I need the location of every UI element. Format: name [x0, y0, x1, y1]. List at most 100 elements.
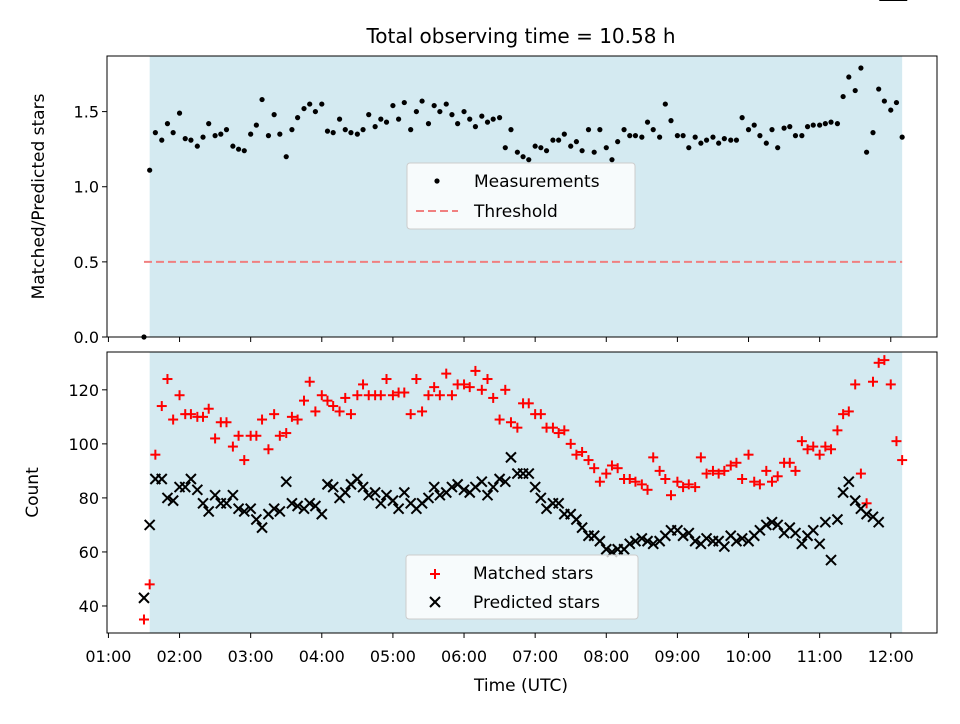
predicted-star-point: [220, 497, 233, 510]
legend-marker-predicted: [429, 596, 441, 608]
matched-star-point: [423, 390, 434, 401]
measurement-point: [200, 134, 206, 140]
matched-star-point: [417, 406, 428, 417]
measurement-point: [858, 65, 864, 71]
predicted-star-point: [327, 481, 339, 493]
measurement-point: [680, 133, 686, 139]
predicted-star-point: [232, 503, 245, 515]
measurement-point: [218, 131, 224, 137]
matched-star-point: [784, 457, 795, 468]
measurement-point: [876, 86, 882, 92]
matched-star-point: [867, 376, 878, 387]
matched-star-point: [281, 428, 292, 439]
ratio-panel: 0.0 0.5 1.0 1.5 Matched/Predicted stars Mea…: [29, 55, 938, 347]
matched-star-point: [808, 441, 819, 452]
matched-star-point: [464, 382, 475, 393]
matched-star-point: [654, 465, 665, 476]
matched-star-point: [162, 374, 173, 385]
measurement-point: [561, 131, 567, 137]
predicted-star-point: [387, 494, 399, 507]
measurement-point: [484, 119, 491, 125]
x-tick-label: 02:00: [156, 647, 202, 666]
measurement-point: [792, 133, 799, 139]
measurement-point: [330, 130, 336, 136]
measurement-point: [627, 133, 633, 139]
measurement-point: [817, 122, 823, 128]
predicted-star-point: [683, 527, 695, 539]
measurement-point: [556, 137, 562, 143]
matched-star-point: [292, 414, 303, 425]
measurement-point: [550, 137, 556, 143]
matched-star-point: [636, 479, 647, 490]
matched-star-point: [322, 395, 333, 406]
measurement-point: [573, 139, 580, 145]
measurement-point: [810, 122, 816, 128]
matched-stars-points: [138, 355, 908, 625]
matched-star-point: [352, 390, 363, 401]
measurement-point: [828, 119, 834, 125]
measurement-point: [639, 134, 645, 140]
measurement-point: [289, 127, 295, 133]
matched-star-point: [761, 465, 772, 476]
predicted-star-point: [458, 484, 470, 496]
measurement-point: [710, 134, 716, 140]
predicted-star-point: [202, 505, 215, 518]
matched-star-point: [891, 436, 902, 447]
predicted-star-point: [428, 481, 440, 493]
matched-star-point: [802, 444, 813, 455]
matched-star-point: [743, 449, 754, 460]
predicted-star-point: [807, 524, 819, 537]
matched-star-point: [719, 465, 730, 476]
measurement-point: [716, 140, 722, 146]
matched-star-point: [251, 430, 262, 441]
predicted-star-point: [689, 535, 701, 547]
measurement-point: [579, 148, 585, 154]
ratio-y-axis-label: Matched/Predicted stars: [29, 93, 49, 299]
predicted-star-point: [629, 535, 642, 547]
measurement-point: [597, 127, 603, 133]
predicted-star-point: [185, 473, 197, 485]
matched-star-point: [156, 401, 167, 412]
measurement-point: [336, 116, 343, 122]
measurement-point: [378, 116, 384, 122]
matched-star-point: [434, 390, 445, 401]
measurement-point: [822, 121, 828, 127]
matched-star-point: [589, 463, 600, 474]
legend-marker-measurements: [434, 178, 440, 184]
measurement-point: [787, 124, 793, 130]
measurement-point: [372, 124, 378, 130]
predicted-star-point: [594, 535, 606, 547]
matched-star-point: [441, 368, 452, 379]
predicted-star-point: [700, 532, 713, 545]
measurement-point: [230, 143, 236, 149]
predicted-star-point: [849, 494, 861, 507]
measurement-point: [366, 112, 372, 118]
predicted-star-point: [422, 492, 435, 504]
matched-star-point: [796, 436, 807, 447]
measurement-point: [650, 127, 656, 133]
x-tick-label: 11:00: [797, 647, 843, 666]
measurement-point: [152, 130, 158, 136]
measurement-point: [271, 112, 277, 118]
matched-star-point: [624, 473, 635, 484]
matched-star-point: [630, 476, 641, 487]
predicted-star-point: [730, 535, 743, 547]
measurement-point: [212, 133, 218, 139]
measurement-point: [662, 101, 668, 107]
matched-star-point: [606, 460, 617, 471]
y-tick-label: 60: [79, 543, 99, 562]
matched-star-point: [399, 387, 410, 398]
predicted-star-point: [493, 473, 506, 485]
measurement-point: [698, 140, 704, 146]
predicted-star-point: [771, 519, 784, 531]
matched-star-point: [642, 484, 653, 495]
matched-star-point: [494, 414, 505, 425]
matched-star-point: [221, 417, 232, 428]
legend-label-threshold: Threshold: [473, 202, 558, 222]
counts-y-axis-label: Count: [23, 467, 43, 518]
matched-star-point: [855, 468, 866, 479]
predicted-star-point: [280, 475, 292, 488]
predicted-star-point: [398, 486, 410, 499]
measurement-point: [147, 167, 153, 173]
